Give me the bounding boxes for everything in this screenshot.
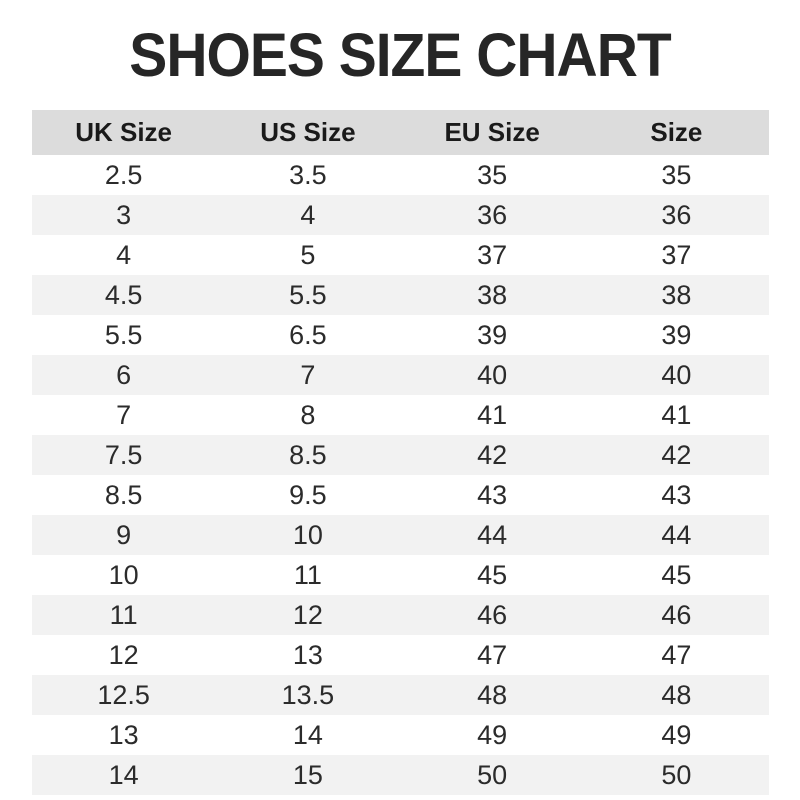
table-cell: 38	[661, 279, 692, 310]
table-cell: 10	[292, 519, 323, 550]
table-row: 12 13 47 47	[31, 635, 769, 675]
table-cell: 39	[477, 319, 508, 350]
table-cell: 48	[477, 679, 508, 710]
table-row: 8.5 9.5 43 43	[31, 475, 769, 515]
table-cell: 9.5	[289, 479, 327, 510]
table-cell: 41	[477, 399, 508, 430]
table-cell: 42	[661, 439, 692, 470]
table-row: 4.5 5.5 38 38	[31, 275, 769, 315]
table-cell: 36	[661, 199, 692, 230]
table-body: 2.5 3.5 35 35 3 4 36 36 4 5 37 37 4.5 5.5 38 38 5.5 6.5 39…	[31, 155, 769, 795]
table-cell: 50	[661, 759, 692, 790]
page: SHOES SIZE CHART UK Size US Size EU Size…	[0, 20, 800, 800]
table-row: 5.5 6.5 39 39	[31, 315, 769, 355]
table-cell: 7	[300, 359, 316, 390]
table-cell: 14	[292, 719, 323, 750]
table-row: 10 11 45 45	[31, 555, 769, 595]
table-cell: 37	[477, 239, 508, 270]
table-cell: 47	[477, 639, 508, 670]
table-row: 2.5 3.5 35 35	[31, 155, 769, 195]
table-row: 7.5 8.5 42 42	[31, 435, 769, 475]
table-cell: 13.5	[281, 679, 335, 710]
table-cell: 12.5	[97, 679, 150, 710]
table-cell: 38	[477, 279, 508, 310]
table-cell: 13	[108, 719, 139, 750]
table-cell: 48	[661, 679, 692, 710]
table-cell: 5	[300, 239, 316, 270]
table-cell: 47	[661, 639, 692, 670]
column-header-size: Size	[584, 110, 769, 155]
table-cell: 40	[477, 359, 508, 390]
table-cell: 49	[661, 719, 692, 750]
table-cell: 36	[477, 199, 508, 230]
table-row: 12.5 13.5 48 48	[31, 675, 769, 715]
table-row: 14 15 50 50	[31, 755, 769, 795]
table-header-row: UK Size US Size EU Size Size	[31, 110, 769, 155]
size-chart-table: UK Size US Size EU Size Size 2.5 3.5 35 35 3…	[31, 110, 769, 795]
table-cell: 8	[300, 399, 316, 430]
table-cell: 3.5	[289, 159, 327, 190]
table-cell: 44	[661, 519, 692, 550]
table-row: 7 8 41 41	[31, 395, 769, 435]
table-cell: 49	[477, 719, 508, 750]
table-cell: 39	[661, 319, 692, 350]
table-cell: 46	[477, 599, 508, 630]
table-cell: 42	[477, 439, 508, 470]
table-cell: 12	[292, 599, 323, 630]
table-cell: 3	[116, 199, 132, 230]
table-cell: 8.5	[104, 479, 143, 510]
table-cell: 41	[661, 399, 692, 430]
table-cell: 45	[477, 559, 508, 590]
table-cell: 13	[292, 639, 323, 670]
table-cell: 12	[108, 639, 139, 670]
table-cell: 37	[661, 239, 692, 270]
table-row: 4 5 37 37	[31, 235, 769, 275]
table-cell: 43	[477, 479, 508, 510]
table-cell: 35	[661, 159, 692, 190]
table-cell: 11	[109, 599, 138, 630]
table-cell: 6	[116, 359, 132, 390]
table-header: UK Size US Size EU Size Size	[31, 110, 769, 155]
column-header-us-size: US Size	[215, 110, 400, 155]
table-cell: 4	[116, 239, 132, 270]
table-row: 11 12 46 46	[31, 595, 769, 635]
table-cell: 4.5	[104, 279, 143, 310]
table-cell: 50	[477, 759, 508, 790]
table-cell: 5.5	[289, 279, 327, 310]
table-cell: 44	[477, 519, 508, 550]
table-cell: 7	[116, 399, 132, 430]
table-cell: 6.5	[289, 319, 327, 350]
column-header-eu-size: EU Size	[400, 110, 585, 155]
table-cell: 46	[661, 599, 692, 630]
table-row: 6 7 40 40	[31, 355, 769, 395]
page-title: SHOES SIZE CHART	[129, 21, 671, 91]
table-cell: 7.5	[104, 439, 143, 470]
table-cell: 4	[300, 199, 316, 230]
table-row: 3 4 36 36	[31, 195, 769, 235]
table-cell: 10	[108, 559, 139, 590]
column-header-uk-size: UK Size	[31, 110, 216, 155]
table-cell: 14	[108, 759, 139, 790]
table-cell: 11	[293, 559, 322, 590]
table-cell: 40	[661, 359, 692, 390]
table-cell: 9	[116, 519, 132, 550]
table-cell: 5.5	[104, 319, 143, 350]
table-cell: 15	[292, 759, 323, 790]
table-cell: 35	[477, 159, 508, 190]
table-cell: 43	[661, 479, 692, 510]
table-cell: 8.5	[289, 439, 327, 470]
table-row: 13 14 49 49	[31, 715, 769, 755]
table-cell: 45	[661, 559, 692, 590]
table-row: 9 10 44 44	[31, 515, 769, 555]
table-cell: 2.5	[104, 159, 143, 190]
